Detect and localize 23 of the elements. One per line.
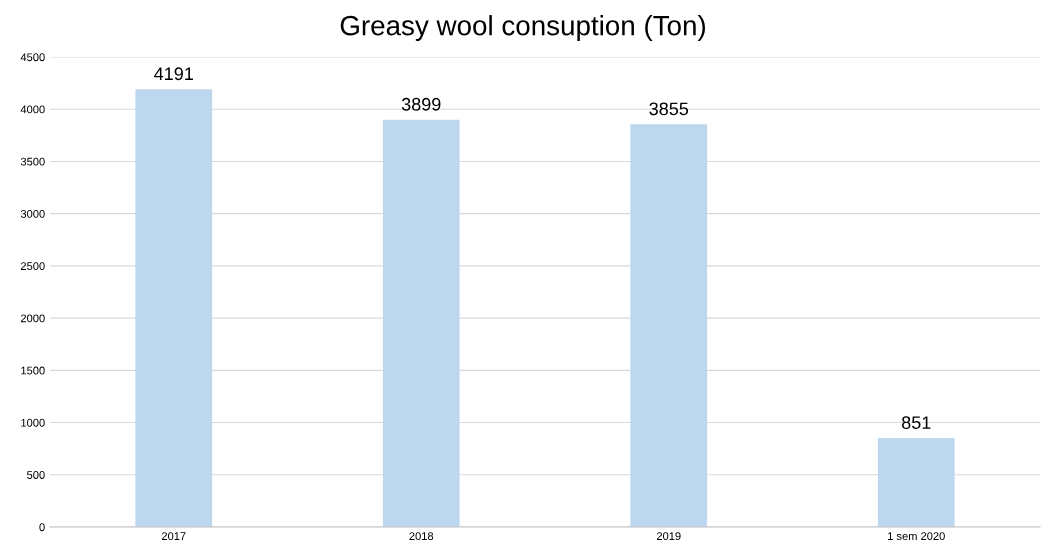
x-tick-label: 2019 — [656, 532, 681, 541]
y-tick-label: 4500 — [20, 53, 45, 62]
data-label: 4191 — [154, 67, 193, 81]
bar — [630, 124, 708, 527]
bar — [382, 119, 460, 527]
y-tick-label: 0 — [39, 523, 45, 532]
data-label: 851 — [901, 416, 931, 429]
y-tick-label: 2000 — [20, 314, 45, 323]
bar — [877, 438, 955, 527]
x-tick-label: 2018 — [409, 532, 434, 541]
x-tick-label: 2017 — [161, 532, 186, 541]
y-tick-label: 1000 — [21, 418, 45, 427]
data-label: 3899 — [401, 97, 441, 111]
y-tick-label: 500 — [27, 471, 45, 479]
x-tick-label: 1 sem 2020 — [888, 532, 945, 541]
data-label: 3855 — [649, 102, 689, 116]
y-tick-label: 1500 — [21, 366, 45, 375]
y-tick-label: 3500 — [20, 157, 45, 166]
y-tick-label: 3000 — [20, 209, 45, 218]
y-tick-label: 4000 — [20, 105, 45, 114]
y-tick-label: 2500 — [20, 262, 45, 271]
chart-title: Greasy wool consuption (Ton) — [340, 15, 706, 41]
bar — [135, 89, 213, 527]
